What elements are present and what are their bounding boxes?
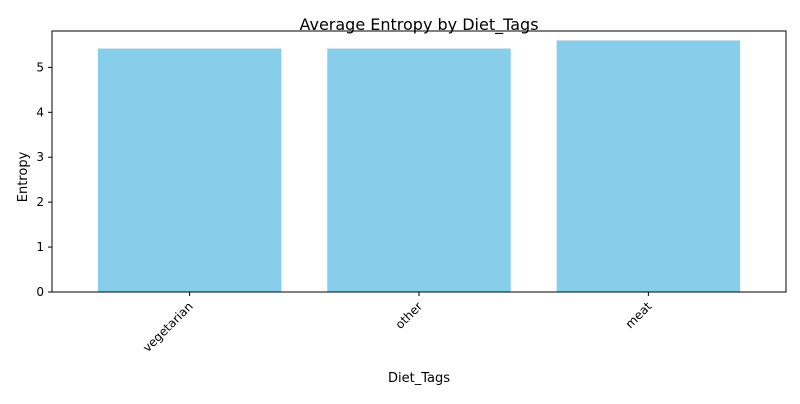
x-axis-ticks: vegetarian other meat [140, 292, 655, 355]
x-tick-label-vegetarian: vegetarian [140, 299, 196, 355]
x-tick-label-meat: meat [623, 299, 655, 331]
bar-other [327, 48, 511, 293]
bars-group [97, 40, 741, 293]
y-tick-label: 4 [36, 105, 44, 119]
plot-frame [51, 30, 787, 293]
chart-title: Average Entropy by Diet_Tags [299, 15, 538, 35]
y-tick-label: 3 [36, 150, 44, 164]
y-tick-label: 1 [36, 240, 44, 254]
y-tick-label: 2 [36, 195, 44, 209]
bar-meat [556, 40, 741, 293]
x-tick-label-other: other [393, 299, 426, 332]
x-axis-label: Diet_Tags [388, 371, 450, 386]
y-tick-label: 0 [36, 285, 44, 299]
y-axis-ticks: 0 1 2 3 4 5 [36, 60, 52, 299]
y-axis-label: Entropy [16, 151, 31, 202]
bar-vegetarian [97, 48, 282, 293]
y-tick-label: 5 [36, 60, 44, 74]
